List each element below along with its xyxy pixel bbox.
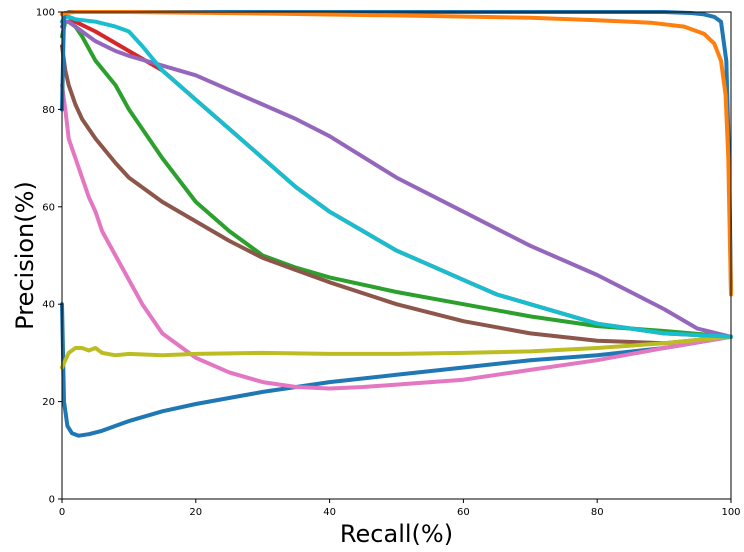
series-line-8 <box>60 14 733 339</box>
series-line-1 <box>60 302 733 438</box>
series-line-4 <box>60 44 733 346</box>
x-axis-title: Recall(%) <box>340 520 453 548</box>
series-layer <box>60 10 733 438</box>
y-tick-label: 60 <box>42 202 55 213</box>
series-line-7 <box>60 334 733 370</box>
ticks-layer: 0 20 40 60 80 100 0 20 40 60 80 100 <box>36 8 741 519</box>
y-axis-title: Precision(%) <box>11 181 39 330</box>
x-tick-label: 40 <box>323 507 336 518</box>
x-tick-label: 80 <box>591 507 604 518</box>
series-line-6 <box>60 19 733 339</box>
series-line-9 <box>60 10 733 292</box>
series-line-5 <box>60 83 733 391</box>
x-tick-label: 0 <box>59 507 65 518</box>
y-tick-label: 100 <box>36 8 55 19</box>
y-tick-label: 40 <box>42 300 55 311</box>
x-tick-label: 60 <box>457 507 470 518</box>
y-tick-label: 80 <box>42 105 55 116</box>
x-tick-label: 100 <box>721 507 740 518</box>
y-tick-label: 20 <box>42 397 55 408</box>
plot-frame <box>61 11 732 500</box>
x-tick-label: 20 <box>189 507 202 518</box>
y-tick-label: 0 <box>49 495 55 506</box>
